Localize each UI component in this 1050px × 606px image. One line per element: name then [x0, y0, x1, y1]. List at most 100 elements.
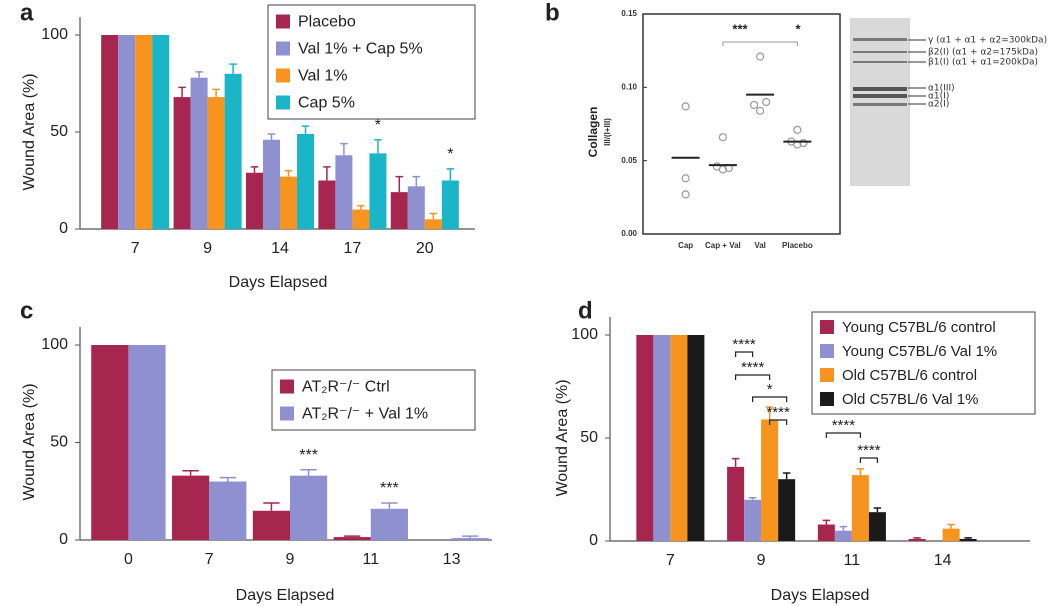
significance: * — [767, 381, 773, 398]
bracket — [735, 374, 771, 380]
bracket — [735, 351, 754, 357]
bar — [152, 35, 170, 229]
bar — [670, 335, 688, 541]
x-axis-title: Days Elapsed — [229, 274, 328, 291]
y-tick-label: 0.05 — [621, 156, 637, 165]
error-bar — [822, 519, 831, 525]
bar — [636, 335, 654, 541]
bar — [280, 176, 298, 229]
bar — [352, 209, 370, 229]
gel-label: β2(I) (α1 + α2=175kDa) — [928, 48, 1038, 58]
legend-box — [271, 369, 476, 431]
legend-label: Old C57BL/6 Val 1% — [842, 391, 978, 408]
y-tick-label: 100 — [571, 326, 598, 343]
bar — [942, 528, 960, 541]
bar — [424, 219, 442, 229]
data-point — [762, 97, 771, 107]
y-tick-label: 0.15 — [621, 9, 637, 18]
bar — [817, 524, 835, 541]
x-tick-label: 11 — [844, 552, 861, 569]
error-bar — [323, 166, 331, 181]
bar — [333, 537, 371, 540]
bar — [744, 499, 762, 541]
panel-letter: b — [545, 0, 560, 26]
legend-swatch — [276, 95, 290, 110]
bar — [190, 77, 208, 230]
significance: * — [447, 146, 453, 163]
bar — [441, 180, 459, 229]
legend-swatch — [276, 41, 290, 56]
y-axis-title: Wound Area (%) — [21, 383, 38, 500]
significance: *** — [380, 480, 399, 497]
bar — [135, 35, 153, 229]
legend-label: AT₂R⁻/⁻ + Val 1% — [302, 406, 428, 423]
error-bar — [381, 502, 398, 509]
legend-label: Young C57BL/6 control — [842, 319, 996, 336]
x-tick-label: 9 — [286, 551, 295, 568]
bar — [369, 153, 387, 229]
error-bar — [913, 537, 921, 539]
bar — [290, 475, 328, 540]
error-bar — [300, 469, 317, 476]
significance: * — [795, 21, 801, 36]
bar — [407, 186, 425, 229]
legend-swatch — [280, 379, 294, 394]
error-bar — [395, 175, 404, 193]
error-bar — [182, 470, 199, 476]
x-tick-label: Cap — [678, 241, 693, 250]
data-point — [756, 52, 765, 61]
error-bar — [412, 175, 421, 187]
x-tick-label: 0 — [124, 551, 133, 568]
bar — [727, 466, 745, 541]
bar — [335, 155, 353, 229]
bar — [834, 530, 852, 541]
error-bar — [219, 476, 236, 482]
error-bar — [782, 472, 791, 480]
significance: **** — [857, 442, 881, 459]
gel-bands — [853, 38, 907, 106]
y-tick-label: 0.10 — [621, 82, 637, 91]
legend-swatch — [820, 392, 834, 406]
y-tick-label: 0 — [589, 532, 598, 549]
error-bar — [212, 88, 220, 98]
x-tick-label: 20 — [416, 240, 434, 257]
bar — [653, 335, 671, 541]
legend-box — [811, 311, 1036, 415]
error-bar — [344, 535, 361, 538]
x-tick-label: 11 — [362, 551, 379, 568]
legend-swatch — [280, 406, 294, 421]
gel-label: α1(I) — [928, 92, 949, 102]
data-point — [793, 125, 802, 134]
y-tick-label: 0.00 — [621, 229, 637, 238]
bracket — [769, 419, 788, 425]
bar — [91, 345, 129, 540]
legend-swatch — [820, 344, 834, 358]
error-bar — [178, 86, 186, 98]
legend-label: Old C57BL/6 control — [842, 367, 977, 384]
error-bar — [429, 212, 438, 220]
y-tick-label: 50 — [50, 123, 68, 140]
bar — [370, 508, 408, 540]
error-bar — [765, 406, 774, 420]
significance: **** — [832, 417, 856, 434]
error-bar — [964, 537, 972, 539]
legend-box — [267, 4, 476, 120]
legend-label: AT₂R⁻/⁻ Ctrl — [302, 379, 390, 396]
x-tick-label: 14 — [934, 552, 952, 569]
error-bar — [263, 502, 280, 511]
y-axis-title: Wound Area (%) — [554, 379, 571, 496]
panel-letter: d — [578, 297, 593, 324]
bar — [761, 419, 779, 541]
bar — [959, 538, 977, 541]
gel-label: γ (α1 + α1 + α2=300kDa) — [928, 36, 1047, 46]
error-bar — [947, 523, 955, 529]
gel-label: β1(I) (α1 + α1=200kDa) — [928, 58, 1038, 68]
significance: **** — [741, 359, 765, 376]
error-bar — [267, 133, 276, 140]
y-tick-label: 0 — [59, 220, 68, 237]
y-tick-label: 0 — [59, 531, 68, 548]
x-tick-label: Cap + Val — [705, 241, 741, 250]
error-bar — [856, 468, 865, 476]
bar — [245, 172, 263, 229]
